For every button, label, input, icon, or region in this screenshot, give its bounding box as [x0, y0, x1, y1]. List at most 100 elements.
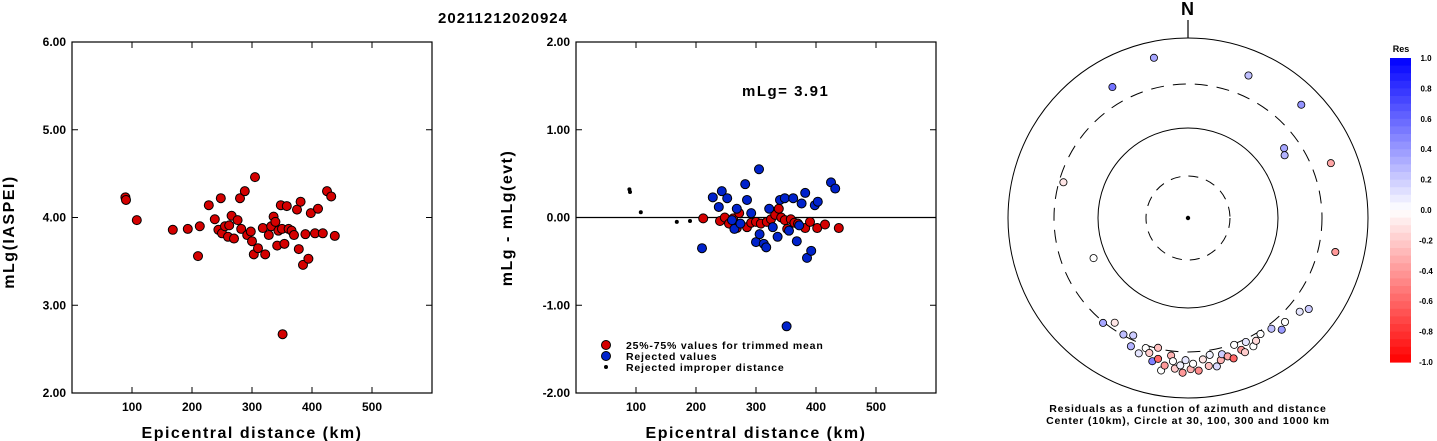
station-point [1194, 366, 1203, 375]
data-point [698, 213, 709, 224]
color-scale-segment [1390, 65, 1411, 74]
station-point [1212, 362, 1221, 371]
station-point [1256, 330, 1265, 339]
data-point [232, 215, 243, 226]
data-point [250, 172, 260, 183]
residual-color-scale: Res 1.0 0.8 0.6 0.4 0.2 0.0 -0.2 -0.4 -0.6 -0.8 -1… [1390, 44, 1433, 367]
data-point [746, 208, 757, 219]
data-point [235, 193, 245, 204]
data-point [713, 201, 724, 212]
station-point [1204, 361, 1213, 370]
station-point [1059, 178, 1068, 187]
x-tick-label: 400 [302, 400, 322, 414]
data-point [791, 236, 802, 247]
station-point [1280, 144, 1289, 153]
station-point [1229, 354, 1238, 363]
x-tick-label: 200 [686, 400, 706, 414]
station-point [1241, 337, 1250, 346]
data-point [263, 230, 274, 241]
data-point [131, 215, 142, 226]
legend-marker-trimmed [601, 340, 611, 350]
data-point [784, 225, 794, 236]
station-point [1160, 361, 1169, 370]
station-point [1280, 151, 1289, 160]
color-scale-segment [1390, 293, 1411, 302]
color-scale-segment [1390, 149, 1411, 158]
color-scale-segment [1390, 210, 1411, 219]
data-point [805, 216, 815, 227]
legend-label-rejected: Rejected values [626, 351, 717, 363]
axis-ticks: 100 200 300 400 500 -2.00 -1.00 0.00 1.00 2.00 [543, 35, 936, 414]
data-point [326, 191, 337, 202]
north-label: N [1181, 0, 1195, 19]
data-point [735, 218, 746, 229]
color-scale-tick-label: -0.2 [1419, 236, 1433, 245]
data-point [121, 194, 131, 205]
legend-label-improper: Rejected improper distance [626, 362, 785, 374]
ring-30km [1145, 175, 1231, 261]
caption-line-2: Center (10km), Circle at 30, 100, 300 an… [1046, 415, 1330, 427]
data-point [800, 187, 811, 198]
data-point [281, 201, 292, 212]
y-tick-label: 5.00 [43, 123, 67, 137]
station-point [1189, 359, 1198, 368]
y-axis-label: mLg - mLg(evt) [499, 150, 516, 287]
station-point [1297, 100, 1306, 109]
data-point [788, 193, 799, 204]
color-scale-segment [1390, 194, 1411, 203]
color-scale-segment [1390, 339, 1411, 348]
color-scale-segment [1390, 134, 1411, 143]
data-point [740, 179, 751, 190]
station-point [1168, 357, 1177, 366]
data-point [224, 220, 235, 231]
data-point [298, 259, 308, 270]
x-tick-label: 400 [806, 400, 826, 414]
color-scale-labels: 1.0 0.8 0.6 0.4 0.2 0.0 -0.2 -0.4 -0.6 -0.8 -1.0 [1419, 54, 1433, 367]
data-point [772, 231, 783, 242]
data-point-small [638, 210, 643, 215]
data-point [277, 329, 288, 340]
plot-frame [71, 41, 433, 394]
data-point [707, 192, 718, 203]
data-point [794, 220, 805, 231]
color-scale-segment [1390, 232, 1411, 241]
data-point [303, 253, 314, 264]
y-tick-label: 2.00 [43, 386, 67, 400]
color-scale-segment [1390, 225, 1411, 234]
y-tick-label: -2.00 [543, 386, 571, 400]
data-point [767, 222, 778, 233]
data-point [329, 230, 340, 241]
color-scale-segment [1390, 248, 1411, 257]
color-scale-segment [1390, 156, 1411, 165]
y-tick-label: 3.00 [43, 298, 67, 312]
station-points [1059, 53, 1340, 377]
color-scale-segment [1390, 111, 1411, 120]
color-scale-segment [1390, 240, 1411, 249]
station-point [1277, 325, 1286, 334]
color-scale-tick-label: 0.2 [1420, 176, 1432, 185]
station-point [1129, 331, 1138, 340]
color-scale-segment [1390, 263, 1411, 272]
data-point [295, 196, 306, 207]
color-scale-tick-label: -1.0 [1419, 358, 1433, 367]
data-point [806, 245, 817, 256]
x-tick-label: 300 [746, 400, 766, 414]
station-point [1331, 248, 1340, 257]
station-point [1134, 349, 1143, 358]
data-point [764, 203, 775, 214]
data-point [293, 244, 304, 255]
data-point-small [674, 219, 679, 224]
data-point [305, 208, 316, 219]
axis-ticks: 100 200 300 400 500 2.00 3.00 4.00 5.00 6.00 [43, 35, 432, 414]
station-point [1145, 348, 1154, 357]
data-point [697, 243, 707, 254]
color-scale-segment [1390, 73, 1411, 82]
data-point [773, 203, 784, 214]
station-point [1240, 348, 1249, 357]
data-point [731, 203, 742, 214]
data-point [754, 229, 765, 240]
y-tick-label: 1.00 [547, 123, 571, 137]
data-point [247, 236, 257, 247]
event-magnitude-annotation: mLg= 3.91 [742, 83, 829, 100]
